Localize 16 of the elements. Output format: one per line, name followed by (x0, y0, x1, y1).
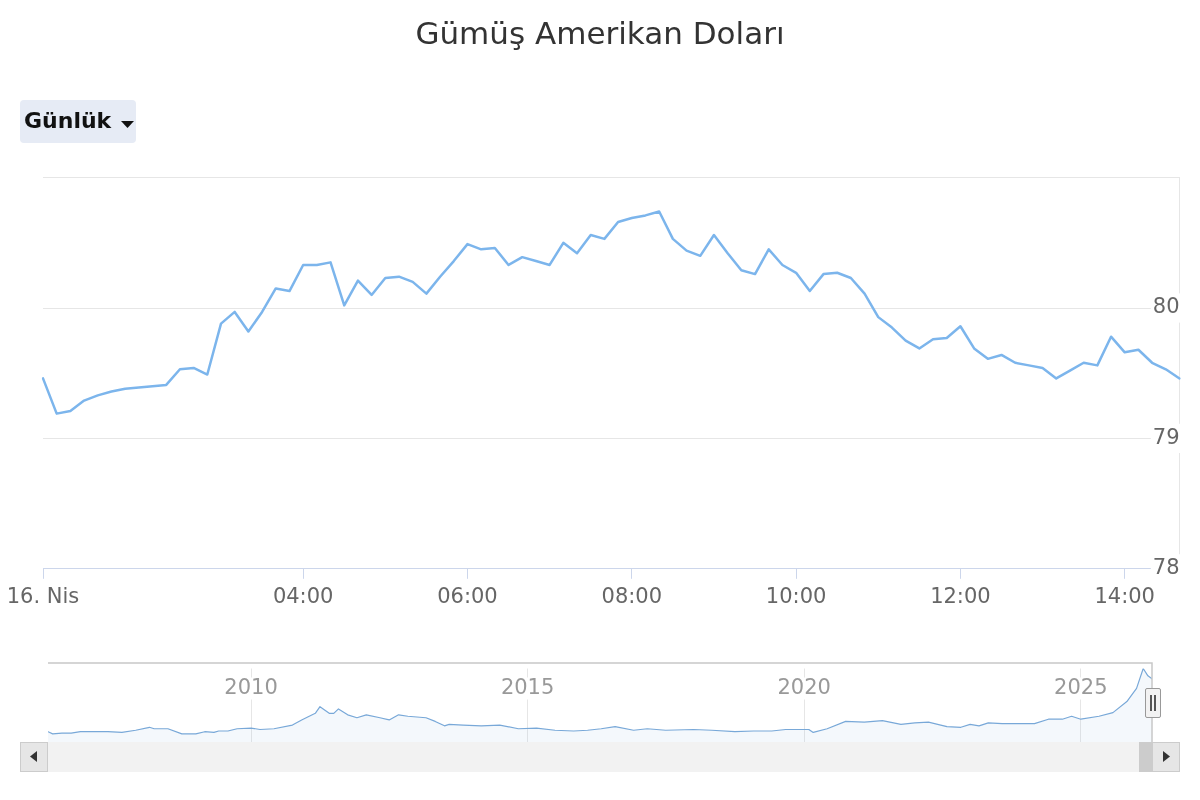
x-tick-label: 2010 (224, 674, 278, 699)
y-tick-label: 80 (1152, 294, 1180, 319)
x-tick-label: 04:00 (272, 583, 334, 608)
chart-title: Gümüş Amerikan Doları (414, 14, 786, 53)
x-tick-label: 2025 (1054, 674, 1108, 699)
x-tick-label: 14:00 (1094, 583, 1155, 608)
y-tick-label: 78 (1152, 555, 1180, 580)
x-tick-label: 12:00 (930, 583, 991, 608)
x-tick-label: 06:00 (437, 583, 498, 608)
x-tick-label: 10:00 (765, 583, 827, 608)
y-tick-label: 79 (1152, 424, 1180, 449)
x-tick-label: 16. Nis (6, 583, 80, 608)
x-tick-label: 08:00 (601, 583, 663, 608)
x-tick-label: 2020 (777, 674, 831, 699)
dropdown: Günlük (20, 100, 136, 143)
x-tick-label: 2015 (500, 674, 555, 699)
